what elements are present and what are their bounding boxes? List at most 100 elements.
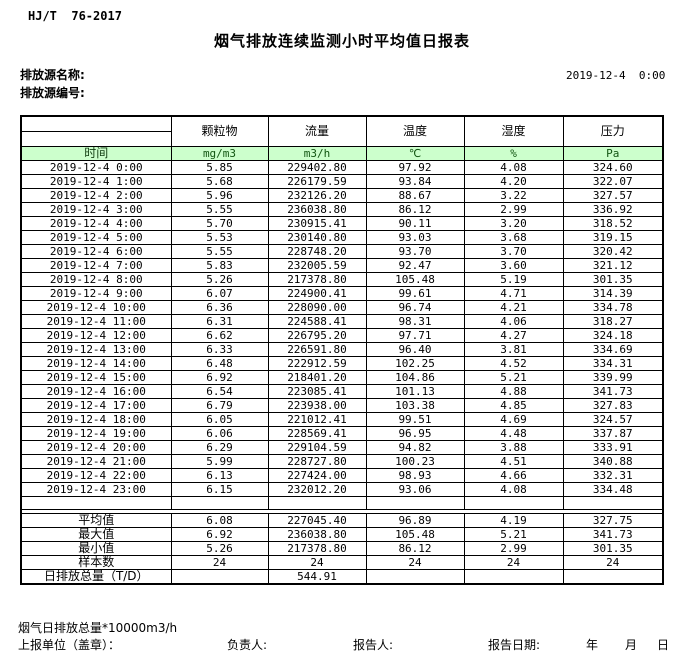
cell-value: 217378.80 bbox=[267, 271, 367, 287]
cell-value: 341.73 bbox=[562, 383, 664, 399]
cell-value: 5.55 bbox=[170, 243, 269, 259]
cell-value: 301.35 bbox=[562, 271, 664, 287]
cell-value: 88.67 bbox=[365, 187, 465, 203]
table-row: 2019-12-4 22:00 6.13 227424.00 98.93 4.66 332… bbox=[20, 467, 664, 483]
summary-label: 日排放总量（T/D） bbox=[20, 568, 172, 585]
cell-value: 93.06 bbox=[365, 481, 465, 497]
day-label: 日 bbox=[657, 638, 670, 652]
table-row: 2019-12-4 15:00 6.92 218401.20 104.86 5.21 33… bbox=[20, 369, 664, 385]
cell-value: 97.92 bbox=[365, 159, 465, 175]
summary-value: 24 bbox=[463, 554, 564, 570]
cell-value: 224588.41 bbox=[267, 313, 367, 329]
summary-value: 4.19 bbox=[463, 512, 564, 528]
cell-value: 228727.80 bbox=[267, 453, 367, 469]
cell-value: 5.26 bbox=[170, 271, 269, 287]
summary-value: 24 bbox=[267, 554, 367, 570]
cell-value: 6.92 bbox=[170, 369, 269, 385]
cell-value: 5.21 bbox=[463, 369, 564, 385]
cell-value: 320.42 bbox=[562, 243, 664, 259]
cell-value: 319.15 bbox=[562, 229, 664, 245]
cell-value: 3.20 bbox=[463, 215, 564, 231]
cell-value: 4.85 bbox=[463, 397, 564, 413]
cell-value: 5.55 bbox=[170, 201, 269, 217]
signature-line: 上报单位（盖章）： 负责人: 报告人: 报告日期: 年 月 日 bbox=[0, 636, 684, 654]
cell-time: 2019-12-4 19:00 bbox=[20, 425, 172, 441]
cell-value: 3.68 bbox=[463, 229, 564, 245]
cell-value: 339.99 bbox=[562, 369, 664, 385]
page-title: 烟气排放连续监测小时平均值日报表 bbox=[213, 32, 470, 50]
cell-value: 236038.80 bbox=[267, 201, 367, 217]
cell-value: 6.29 bbox=[170, 439, 269, 455]
cell-value: 6.07 bbox=[170, 285, 269, 301]
unit-temperature: ℃ bbox=[365, 145, 465, 161]
cell-value: 4.71 bbox=[463, 285, 564, 301]
summary-value: 105.48 bbox=[365, 526, 465, 542]
summary-value: 24 bbox=[562, 554, 664, 570]
unit-pressure: Pa bbox=[562, 145, 664, 161]
summary-row: 样本数 24 24 24 24 24 bbox=[20, 554, 664, 570]
summary-value: 86.12 bbox=[365, 540, 465, 556]
cell-value: 105.48 bbox=[365, 271, 465, 287]
cell-time: 2019-12-4 3:00 bbox=[20, 201, 172, 217]
summary-value: 2.99 bbox=[463, 540, 564, 556]
col-header-pressure: 压力 bbox=[562, 115, 664, 147]
cell-value: 6.79 bbox=[170, 397, 269, 413]
cell-value: 6.15 bbox=[170, 481, 269, 497]
year-label: 年 bbox=[586, 638, 599, 652]
cell-value: 6.62 bbox=[170, 327, 269, 343]
cell-value: 93.03 bbox=[365, 229, 465, 245]
cell-value: 336.92 bbox=[562, 201, 664, 217]
source-code-label: 排放源编号: bbox=[20, 86, 85, 100]
cell-value: 232012.20 bbox=[267, 481, 367, 497]
cell-value: 93.84 bbox=[365, 173, 465, 189]
cell-value: 4.08 bbox=[463, 159, 564, 175]
table-row: 2019-12-4 19:00 6.06 228569.41 96.95 4.48 337… bbox=[20, 425, 664, 441]
table-row: 2019-12-4 17:00 6.79 223938.00 103.38 4.85 32… bbox=[20, 397, 664, 413]
cell-value: 318.27 bbox=[562, 313, 664, 329]
cell-value: 3.70 bbox=[463, 243, 564, 259]
summary-row: 最大值 6.92 236038.80 105.48 5.21 341.73 bbox=[20, 526, 664, 542]
cell-value: 96.74 bbox=[365, 299, 465, 315]
cell-value: 332.31 bbox=[562, 467, 664, 483]
summary-value: 5.21 bbox=[463, 526, 564, 542]
summary-row: 日排放总量（T/D） 544.91 bbox=[20, 568, 664, 585]
cell-value: 228569.41 bbox=[267, 425, 367, 441]
cell-value: 6.54 bbox=[170, 383, 269, 399]
source-name-label: 排放源名称: bbox=[20, 68, 85, 82]
cell-time: 2019-12-4 10:00 bbox=[20, 299, 172, 315]
cell-time: 2019-12-4 18:00 bbox=[20, 411, 172, 427]
report-datetime: 2019-12-4 0:00 bbox=[566, 69, 666, 82]
cell-time: 2019-12-4 9:00 bbox=[20, 285, 172, 301]
unit-particulate: mg/m3 bbox=[170, 145, 269, 161]
summary-label: 平均值 bbox=[20, 512, 172, 528]
cell-value: 229402.80 bbox=[267, 159, 367, 175]
cell-value: 104.86 bbox=[365, 369, 465, 385]
cell-value: 98.31 bbox=[365, 313, 465, 329]
cell-value: 4.52 bbox=[463, 355, 564, 371]
cell-value: 102.25 bbox=[365, 355, 465, 371]
table-row: 2019-12-4 11:00 6.31 224588.41 98.31 4.06 318… bbox=[20, 313, 664, 329]
cell-value: 3.22 bbox=[463, 187, 564, 203]
cell-value: 232126.20 bbox=[267, 187, 367, 203]
unit-humidity: % bbox=[463, 145, 564, 161]
report-unit-label: 上报单位（盖章）： bbox=[18, 638, 121, 652]
summary-value: 227045.40 bbox=[267, 512, 367, 528]
table-row: 2019-12-4 10:00 6.36 228090.00 96.74 4.21 334… bbox=[20, 299, 664, 315]
responsible-label: 负责人: bbox=[227, 638, 268, 652]
standard-code: HJ/T 76-2017 bbox=[28, 9, 122, 23]
cell-value: 333.91 bbox=[562, 439, 664, 455]
table-row: 2019-12-4 18:00 6.05 221012.41 99.51 4.69 324… bbox=[20, 411, 664, 427]
summary-value: 6.08 bbox=[170, 512, 269, 528]
footer-note: 烟气日排放总量*10000m3/h bbox=[18, 621, 178, 635]
cell-value: 334.69 bbox=[562, 341, 664, 357]
table-row: 2019-12-4 2:00 5.96 232126.20 88.67 3.22 327.… bbox=[20, 187, 664, 203]
summary-value: 327.75 bbox=[562, 512, 664, 528]
cell-value: 229104.59 bbox=[267, 439, 367, 455]
table-row: 2019-12-4 6:00 5.55 228748.20 93.70 3.70 320.… bbox=[20, 243, 664, 259]
cell-value: 94.82 bbox=[365, 439, 465, 455]
cell-value: 340.88 bbox=[562, 453, 664, 469]
cell-value: 224900.41 bbox=[267, 285, 367, 301]
table-row: 2019-12-4 14:00 6.48 222912.59 102.25 4.52 33… bbox=[20, 355, 664, 371]
summary-value: 341.73 bbox=[562, 526, 664, 542]
cell-time: 2019-12-4 5:00 bbox=[20, 229, 172, 245]
